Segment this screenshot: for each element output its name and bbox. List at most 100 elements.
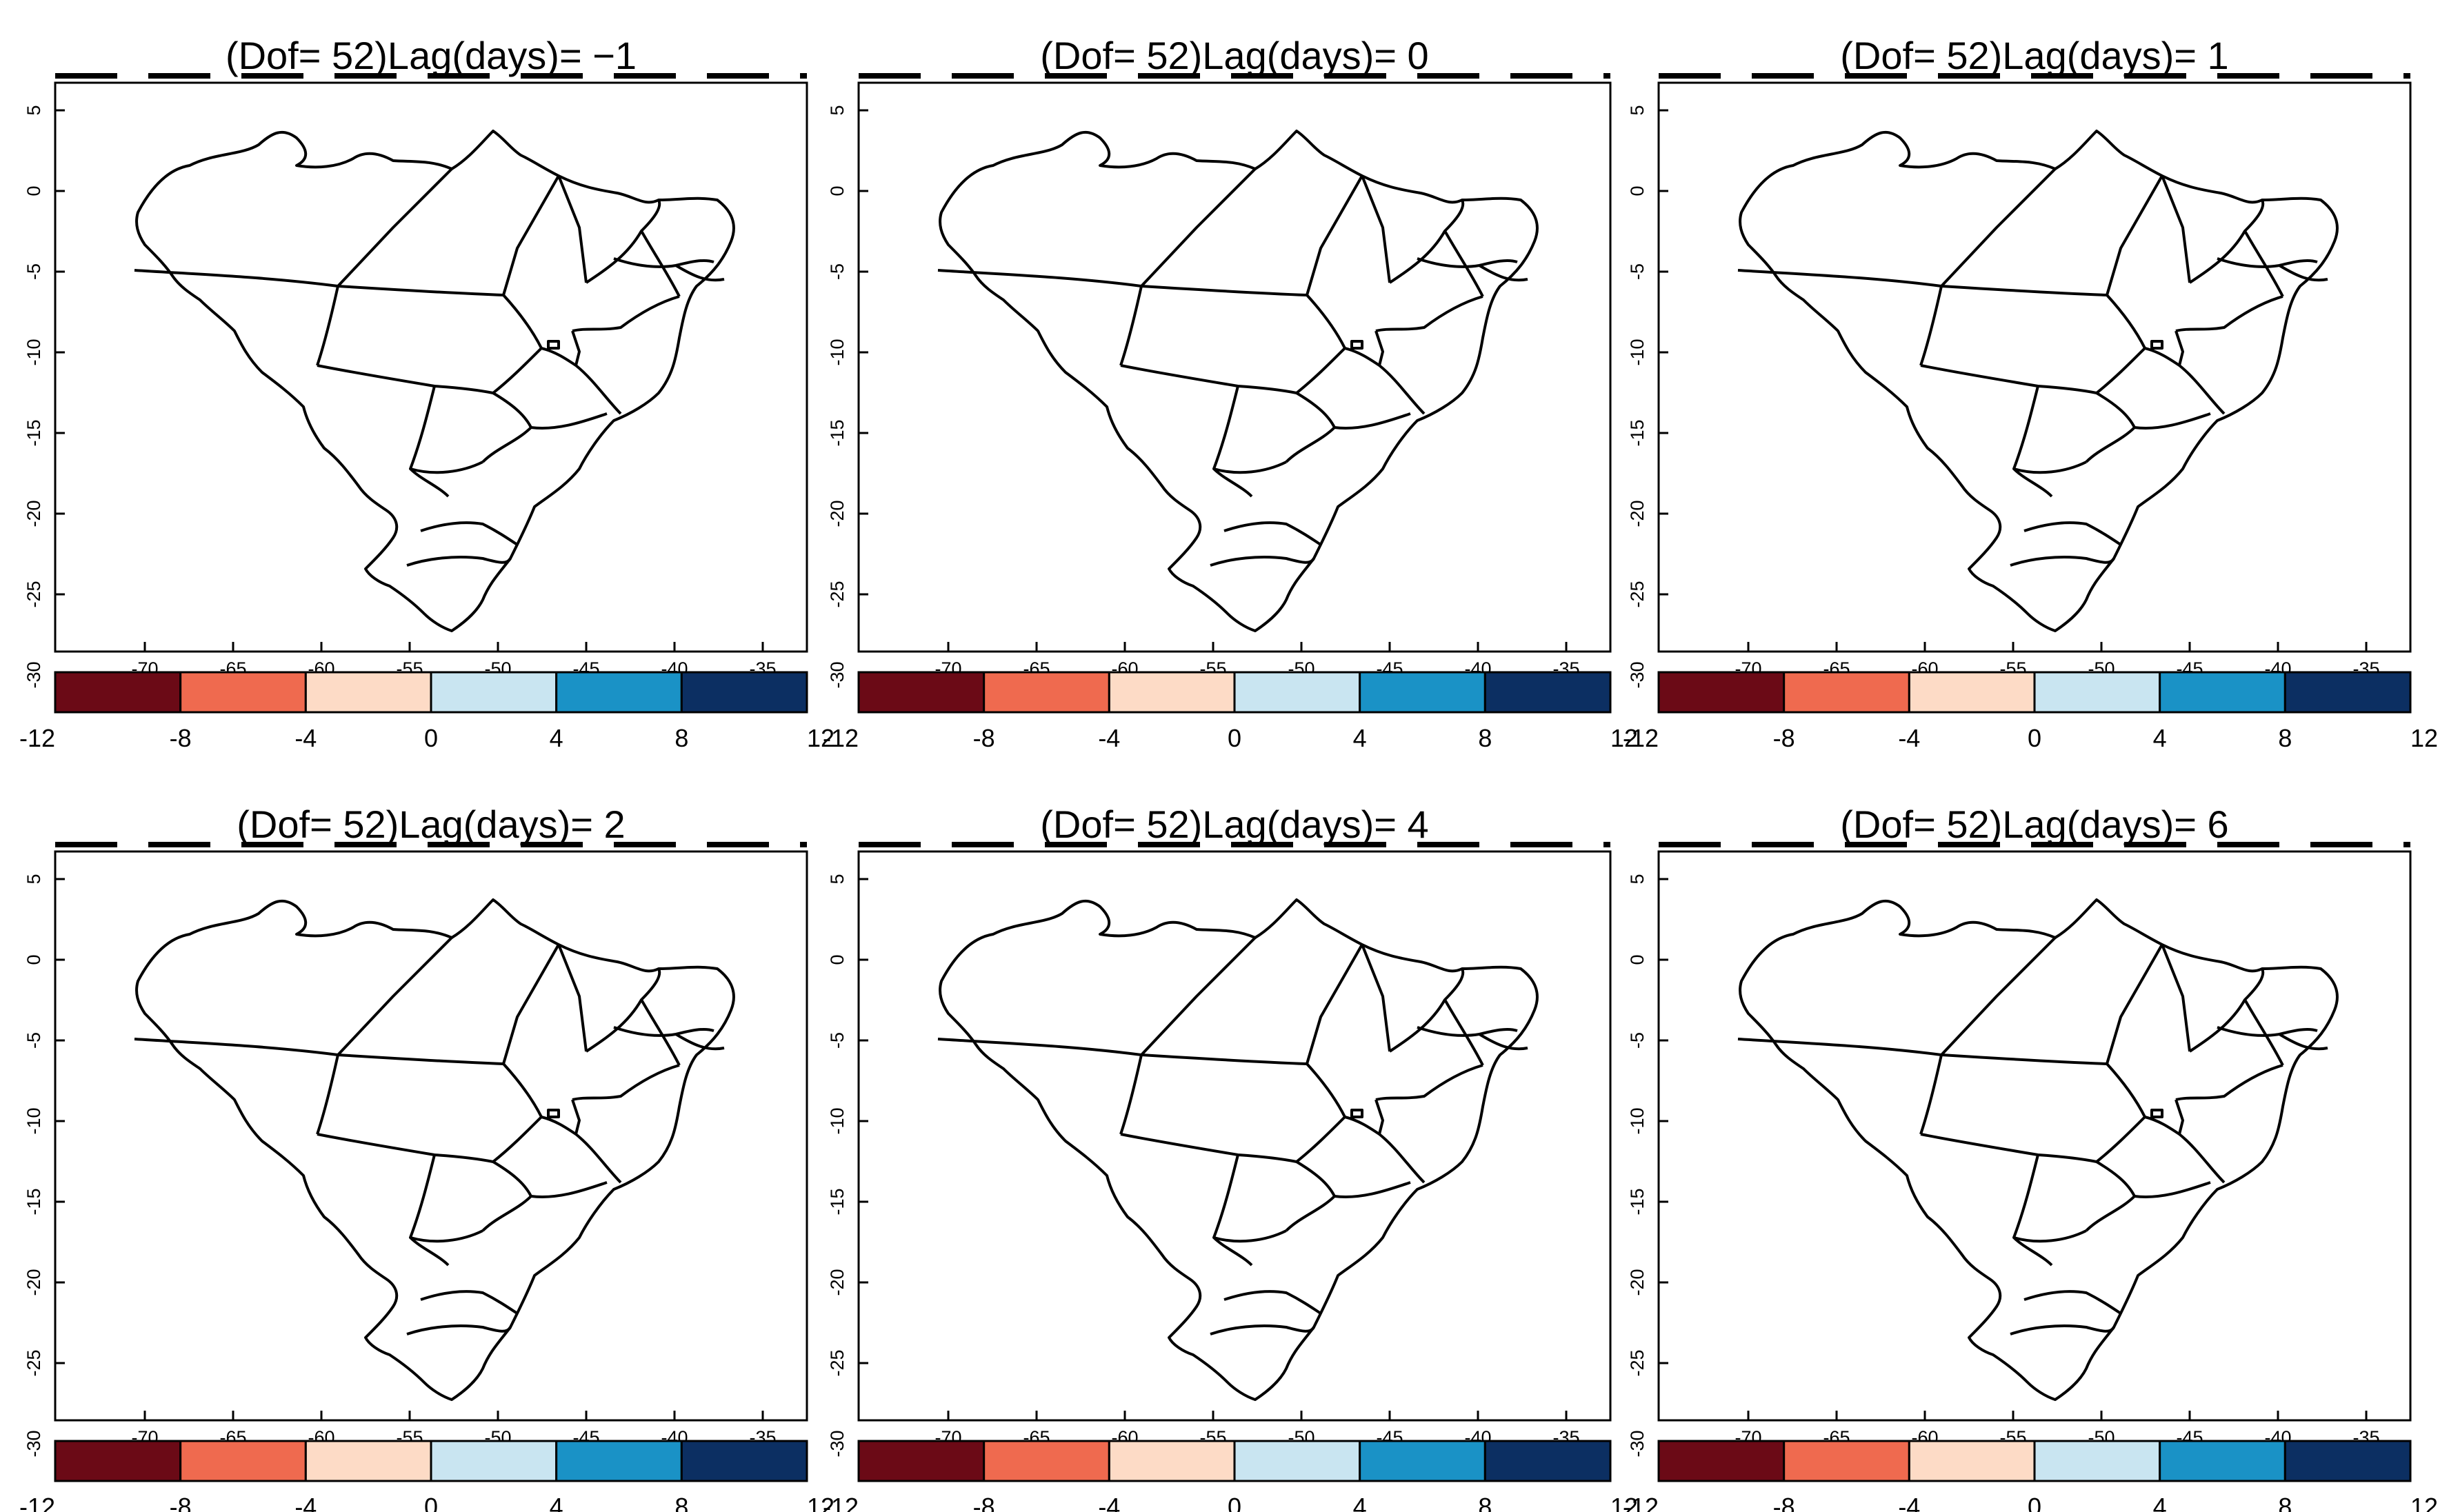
lat-tick-label: -15 — [1627, 419, 1648, 446]
colorbar-swatch — [680, 671, 808, 714]
colorbar-swatch — [857, 1440, 986, 1482]
colorbar-swatch — [1108, 671, 1236, 714]
colorbar-label: -4 — [1898, 1493, 1920, 1512]
lat-tick-label: 5 — [1627, 874, 1648, 884]
colorbar-label: 0 — [424, 724, 438, 752]
lat-tick-label: -30 — [827, 1430, 848, 1457]
colorbar-swatch — [54, 671, 182, 714]
map-frame — [54, 850, 808, 1422]
colorbar-label: 12 — [2410, 724, 2438, 752]
lat-tick-label: -15 — [827, 419, 848, 446]
colorbar-swatch — [2159, 1440, 2286, 1482]
colorbar-label: -8 — [1773, 724, 1795, 752]
map-panel-4: (Dof= 52)Lag(days)= 2 5 0 -5 -10 -15 -20 -25 -30… — [19, 803, 834, 1512]
colorbar-label: -8 — [170, 724, 192, 752]
map-frame — [857, 81, 1612, 653]
colorbar-swatch — [555, 1440, 683, 1482]
colorbar: -12 -8 -4 0 4 8 12 — [823, 1440, 1638, 1512]
panel-title: (Dof= 52)Lag(days)= 0 — [1040, 34, 1428, 77]
colorbar-label: 8 — [2278, 724, 2292, 752]
colorbar-swatch — [54, 1440, 182, 1482]
colorbar-label: -12 — [19, 724, 55, 752]
lat-tick-label: -15 — [23, 419, 44, 446]
lat-tick-label: -25 — [23, 581, 44, 607]
lat-tick-label: -10 — [827, 339, 848, 365]
lat-tick-label: -10 — [827, 1107, 848, 1134]
colorbar-label: -12 — [823, 1493, 859, 1512]
lat-tick-label: 5 — [23, 874, 44, 884]
lat-tick-label: -10 — [1627, 339, 1648, 365]
map-panel-2: (Dof= 52)Lag(days)= 0 5 0 -5 -10 -15 -20 -25 -30… — [823, 34, 1638, 752]
colorbar-swatch — [1233, 671, 1361, 714]
colorbar-swatch — [2033, 1440, 2161, 1482]
colorbar-swatch — [1483, 671, 1612, 714]
lat-tick-label: -30 — [23, 1430, 44, 1457]
lat-tick-label: 5 — [827, 874, 848, 884]
colorbar-swatch — [2283, 671, 2412, 714]
panel-title: (Dof= 52)Lag(days)= 6 — [1840, 803, 2228, 846]
colorbar-label: 12 — [1610, 724, 1638, 752]
colorbar-label: 8 — [674, 1493, 688, 1512]
colorbar-label: 4 — [550, 1493, 563, 1512]
map-frame — [1657, 81, 2412, 653]
panel-title: (Dof= 52)Lag(days)= 4 — [1040, 803, 1428, 846]
colorbar-swatch — [2283, 1440, 2412, 1482]
colorbar-swatch — [430, 1440, 558, 1482]
colorbar-swatch — [2033, 671, 2161, 714]
colorbar-label: -8 — [973, 724, 995, 752]
colorbar: -12 -8 -4 0 4 8 12 — [1623, 671, 2438, 752]
colorbar-swatch — [179, 1440, 307, 1482]
colorbar-label: -8 — [1773, 1493, 1795, 1512]
lat-tick-label: 5 — [23, 105, 44, 115]
lat-tick-label: -30 — [1627, 1430, 1648, 1457]
colorbar-swatch — [430, 671, 558, 714]
colorbar-swatch — [1908, 671, 2036, 714]
lat-tick-label: -25 — [1627, 581, 1648, 607]
colorbar-label: 0 — [424, 1493, 438, 1512]
lat-tick-label: -15 — [1627, 1188, 1648, 1215]
colorbar-label: -4 — [294, 724, 317, 752]
colorbar-swatch — [555, 671, 683, 714]
lat-tick-label: -20 — [1627, 1269, 1648, 1296]
lat-tick-label: -5 — [827, 1032, 848, 1049]
colorbar-swatch — [1359, 671, 1486, 714]
colorbar-label: 12 — [1610, 1493, 1638, 1512]
lat-tick-label: 0 — [1627, 185, 1648, 196]
map-panel-1: (Dof= 52)Lag(days)= −1 5 0 -5 -10 -15 -20 -25 -3… — [19, 34, 834, 752]
colorbar-swatch — [1783, 671, 1910, 714]
colorbar-swatch — [1108, 1440, 1236, 1482]
lat-tick-label: -25 — [827, 1349, 848, 1376]
lat-tick-label: 0 — [827, 954, 848, 965]
colorbar-label: 0 — [2028, 724, 2041, 752]
lat-tick-label: -10 — [1627, 1107, 1648, 1134]
colorbar-label: 0 — [1228, 1493, 1241, 1512]
lat-tick-label: -30 — [23, 661, 44, 688]
colorbar-swatch — [983, 671, 1110, 714]
colorbar-label: 12 — [807, 1493, 834, 1512]
colorbar-label: -12 — [823, 724, 859, 752]
colorbar-swatch — [304, 671, 432, 714]
lat-tick-label: -20 — [827, 500, 848, 527]
colorbar: -12 -8 -4 0 4 8 12 — [1623, 1440, 2438, 1512]
colorbar-swatch — [1359, 1440, 1486, 1482]
lat-tick-label: -20 — [23, 1269, 44, 1296]
colorbar-label: 4 — [1353, 1493, 1367, 1512]
lat-tick-label: 0 — [23, 954, 44, 965]
map-frame — [857, 850, 1612, 1422]
colorbar: -12 -8 -4 0 4 8 12 — [19, 671, 834, 752]
map-panel-5: (Dof= 52)Lag(days)= 4 5 0 -5 -10 -15 -20 -25 -30… — [823, 803, 1638, 1512]
lat-tick-label: 0 — [827, 185, 848, 196]
colorbar-swatch — [983, 1440, 1110, 1482]
colorbar-swatch — [1483, 1440, 1612, 1482]
lat-tick-label: -5 — [827, 263, 848, 280]
lat-tick-label: -5 — [23, 1032, 44, 1049]
colorbar-swatch — [857, 671, 986, 714]
colorbar-label: -12 — [1623, 1493, 1659, 1512]
colorbar-swatch — [1657, 1440, 1786, 1482]
colorbar-label: -12 — [1623, 724, 1659, 752]
lat-tick-label: -25 — [1627, 1349, 1648, 1376]
colorbar: -12 -8 -4 0 4 8 12 — [823, 671, 1638, 752]
lat-tick-label: -10 — [23, 339, 44, 365]
lat-tick-label: -30 — [1627, 661, 1648, 688]
